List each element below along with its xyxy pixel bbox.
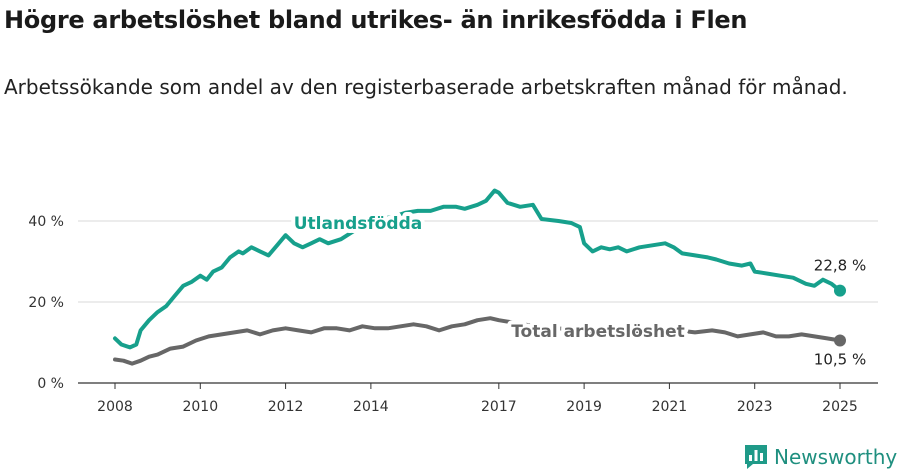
y-tick-label: 40 % <box>28 214 64 230</box>
y-tick-label: 0 % <box>37 376 64 392</box>
series-label: Utlandsfödda <box>294 214 423 234</box>
x-tick-label: 2019 <box>566 399 602 415</box>
chart-title: Högre arbetslöshet bland utrikes- än inr… <box>4 6 748 34</box>
series-end-point <box>834 284 846 297</box>
x-tick-label: 2017 <box>481 399 517 415</box>
chart-subtitle: Arbetssökande som andel av den registerb… <box>4 75 848 99</box>
x-tick-label: 2010 <box>182 399 218 415</box>
series-line <box>113 188 842 350</box>
end-value-label: 10,5 % <box>814 350 866 368</box>
y-tick-label: 20 % <box>28 295 64 311</box>
end-value-label: 22,8 % <box>814 257 866 275</box>
brand-name: Newsworthy <box>774 445 898 469</box>
x-axis: 2008 2010 2012 2014 2017 2019 2021 2023 2025 <box>97 383 858 415</box>
x-tick-label: 2025 <box>822 399 858 415</box>
end-value-labels: 22,8 % 10,5 % <box>814 257 866 369</box>
series-end-point <box>834 334 846 347</box>
y-axis-labels: 0 % 20 % 40 % <box>28 214 64 392</box>
series-label-halo: Utlandsfödda <box>294 214 423 234</box>
x-tick-label: 2023 <box>737 399 773 415</box>
x-tick-label: 2008 <box>97 399 133 415</box>
series-lines <box>113 188 846 366</box>
x-tick-label: 2021 <box>652 399 688 415</box>
x-tick-label: 2012 <box>268 399 304 415</box>
series-line <box>113 316 842 366</box>
series-label-halo: Total arbetslöshet <box>511 322 685 342</box>
newsworthy-logo: Newsworthy <box>744 442 897 472</box>
bar-chart-logo-icon <box>745 445 767 469</box>
x-tick-label: 2014 <box>353 399 389 415</box>
series-label: Total arbetslöshet <box>511 322 685 342</box>
grid-lines <box>78 220 878 384</box>
